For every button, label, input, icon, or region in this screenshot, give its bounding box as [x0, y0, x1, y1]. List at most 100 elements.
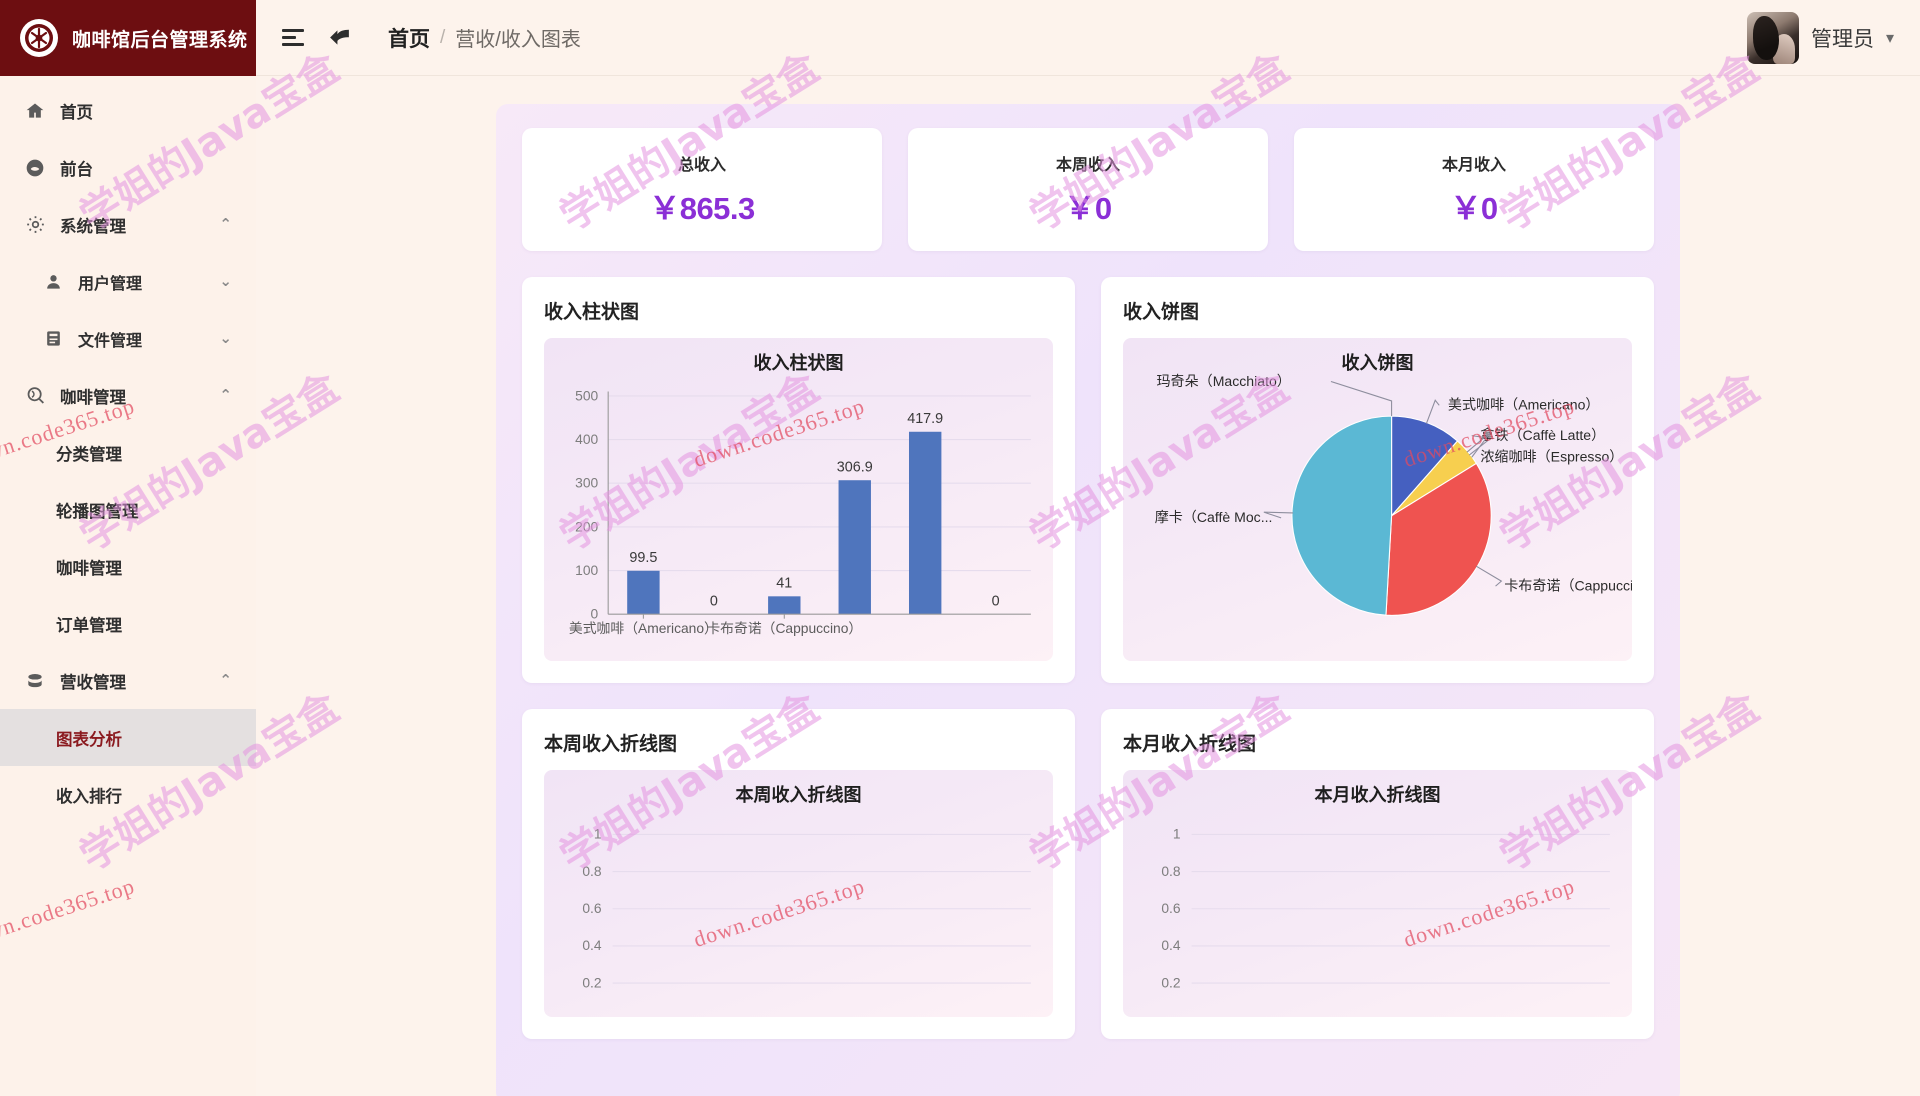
sidebar-item-label: 订单管理	[56, 616, 122, 635]
card-week-line-chart: 本周收入折线图 本周收入折线图 1 0.8 0.6 0.4 0.2	[522, 709, 1075, 1039]
file-icon	[40, 329, 66, 348]
svg-text:美式咖啡（Americano）: 美式咖啡（Americano）	[1448, 397, 1600, 413]
chevron-up-icon[interactable]	[219, 388, 232, 403]
svg-text:0.6: 0.6	[1161, 901, 1180, 916]
chevron-down-icon[interactable]: ▾	[1885, 29, 1894, 47]
sidebar-item-label: 营收管理	[60, 673, 126, 692]
svg-text:卡布奇诺（Cappuccin...: 卡布奇诺（Cappuccin...	[1504, 577, 1632, 593]
svg-text:200: 200	[575, 518, 598, 534]
sidebar-item-category-management[interactable]: 分类管理	[0, 424, 256, 481]
chevron-down-icon[interactable]	[219, 274, 232, 289]
card-title: 收入饼图	[1123, 302, 1200, 323]
svg-text:100: 100	[575, 562, 598, 578]
svg-text:美式咖啡（Americano）: 美式咖啡（Americano）	[569, 620, 718, 636]
stat-row: 总收入 ￥865.3 本周收入 ￥0 本月收入 ￥0	[496, 128, 1680, 251]
charts-row-2: 本周收入折线图 本周收入折线图 1 0.8 0.6 0.4 0.2 本月收入折线图 本月…	[496, 709, 1680, 1039]
sidebar-item-label: 咖啡管理	[60, 388, 126, 407]
sidebar-menu: 首页 前台 系统管理	[0, 76, 256, 823]
charts-row-1: 收入柱状图 收入柱状图 0 100 200 300 400 500 99.5 0 41 306.9…	[496, 277, 1680, 683]
sidebar-item-label: 分类管理	[56, 445, 122, 464]
sidebar-item-label: 图表分析	[56, 730, 122, 749]
bar-chart-area[interactable]: 收入柱状图 0 100 200 300 400 500 99.5 0 41 306.9 417.9 0…	[544, 338, 1053, 661]
svg-text:1: 1	[594, 827, 602, 842]
sidebar-item-system[interactable]: 系统管理	[0, 196, 256, 253]
month-line-chart-svg: 1 0.8 0.6 0.4 0.2	[1161, 827, 1610, 991]
svg-text:99.5: 99.5	[629, 550, 657, 566]
svg-text:0: 0	[992, 593, 1000, 609]
stat-label: 本周收入	[1055, 157, 1120, 174]
svg-text:400: 400	[575, 431, 598, 447]
gear-icon	[22, 214, 48, 235]
svg-text:摩卡（Caffè Moc...: 摩卡（Caffè Moc...	[1155, 509, 1273, 525]
stat-card-month-income: 本月收入 ￥0	[1294, 128, 1654, 251]
sidebar-item-home[interactable]: 首页	[0, 82, 256, 139]
sidebar-item-label: 文件管理	[78, 332, 143, 350]
svg-text:0.8: 0.8	[582, 864, 601, 879]
content-area: 总收入 ￥865.3 本周收入 ￥0 本月收入 ￥0 收入柱状图	[256, 76, 1920, 1096]
user-name: 管理员	[1810, 27, 1874, 51]
revenue-icon	[22, 671, 48, 691]
svg-text:玛奇朵（Macchiato）: 玛奇朵（Macchiato）	[1156, 373, 1290, 389]
sidebar-item-label: 收入排行	[56, 787, 122, 806]
svg-text:41: 41	[776, 575, 792, 591]
sidebar-item-label: 首页	[60, 103, 93, 122]
svg-text:0.4: 0.4	[582, 938, 602, 953]
chevron-up-icon[interactable]	[219, 217, 232, 232]
card-title: 本周收入折线图	[544, 734, 678, 755]
avatar	[1746, 11, 1799, 64]
stat-label: 本月收入	[1441, 157, 1506, 174]
chevron-down-icon[interactable]	[219, 331, 232, 346]
bar-chart-svg: 010020030040050099.5041306.9417.90美式咖啡（A…	[569, 387, 1031, 636]
user-menu[interactable]: 管理员 ▾	[1746, 11, 1894, 64]
svg-text:0.8: 0.8	[1161, 864, 1180, 879]
breadcrumb: 首页 / 营收/收入图表	[388, 23, 581, 53]
svg-text:0: 0	[591, 606, 599, 622]
sidebar-item-coffee-items[interactable]: 咖啡管理	[0, 538, 256, 595]
sidebar-item-revenue-management[interactable]: 营收管理	[0, 652, 256, 709]
hamburger-icon[interactable]	[278, 23, 308, 53]
stat-value: ￥865.3	[649, 191, 755, 226]
bar-chart-title: 收入柱状图	[753, 353, 844, 373]
month-line-chart-title: 本月收入折线图	[1314, 785, 1441, 805]
sidebar-item-label: 轮播图管理	[56, 502, 139, 521]
breadcrumb-home[interactable]: 首页	[388, 27, 430, 51]
back-arrow-icon[interactable]	[324, 23, 354, 53]
front-desk-icon	[22, 158, 48, 178]
week-line-chart-svg: 1 0.8 0.6 0.4 0.2	[582, 827, 1031, 990]
stat-card-week-income: 本周收入 ￥0	[908, 128, 1268, 251]
stat-label: 总收入	[677, 157, 726, 174]
chevron-up-icon[interactable]	[219, 673, 232, 688]
pie-chart-area[interactable]: 收入饼图 玛奇朵（Macchiato） 美式咖啡（Americano） 拿铁（Caf…	[1123, 338, 1632, 661]
brand-title: 咖啡馆后台管理系统	[72, 29, 248, 51]
sidebar-item-carousel-management[interactable]: 轮播图管理	[0, 481, 256, 538]
topbar: 首页 / 营收/收入图表 管理员 ▾	[256, 0, 1920, 76]
svg-text:卡布奇诺（Cappuccino）: 卡布奇诺（Cappuccino）	[706, 620, 862, 636]
card-month-line-chart: 本月收入折线图 本月收入折线图 1 0.8 0.6 0.4 0.2	[1101, 709, 1654, 1039]
svg-text:0.2: 0.2	[1161, 976, 1180, 991]
sidebar-item-order-management[interactable]: 订单管理	[0, 595, 256, 652]
sidebar-item-user-management[interactable]: 用户管理	[0, 253, 256, 310]
sidebar: 咖啡馆后台管理系统 首页 前台	[0, 0, 256, 1096]
dashboard-panel: 总收入 ￥865.3 本周收入 ￥0 本月收入 ￥0 收入柱状图	[496, 104, 1680, 1096]
week-line-chart-area[interactable]: 本周收入折线图 1 0.8 0.6 0.4 0.2	[544, 770, 1053, 1017]
svg-text:1: 1	[1173, 827, 1181, 842]
svg-text:306.9: 306.9	[837, 459, 873, 475]
svg-text:拿铁（Caffè Latte）: 拿铁（Caffè Latte）	[1480, 427, 1605, 443]
sidebar-item-coffee-management[interactable]: 咖啡管理	[0, 367, 256, 424]
svg-text:0.4: 0.4	[1161, 938, 1181, 953]
main-column: 首页 / 营收/收入图表 管理员 ▾ 总收入 ￥865.3	[256, 0, 1920, 1096]
sidebar-item-front-desk[interactable]: 前台	[0, 139, 256, 196]
stat-card-total-income: 总收入 ￥865.3	[522, 128, 882, 251]
card-title: 本月收入折线图	[1123, 734, 1257, 755]
breadcrumb-separator: /	[440, 26, 446, 48]
card-pie-chart: 收入饼图 收入饼图 玛奇朵（Macchiato） 美式咖啡（Americano） 拿…	[1101, 277, 1654, 683]
sidebar-item-file-management[interactable]: 文件管理	[0, 310, 256, 367]
sidebar-item-label: 用户管理	[78, 275, 143, 293]
svg-text:417.9: 417.9	[907, 411, 943, 427]
pie-chart-title: 收入饼图	[1341, 353, 1414, 373]
search-bean-icon	[22, 385, 48, 406]
sidebar-item-income-ranking[interactable]: 收入排行	[0, 766, 256, 823]
month-line-chart-area[interactable]: 本月收入折线图 1 0.8 0.6 0.4 0.2	[1123, 770, 1632, 1017]
sidebar-item-chart-analysis[interactable]: 图表分析	[0, 709, 256, 766]
